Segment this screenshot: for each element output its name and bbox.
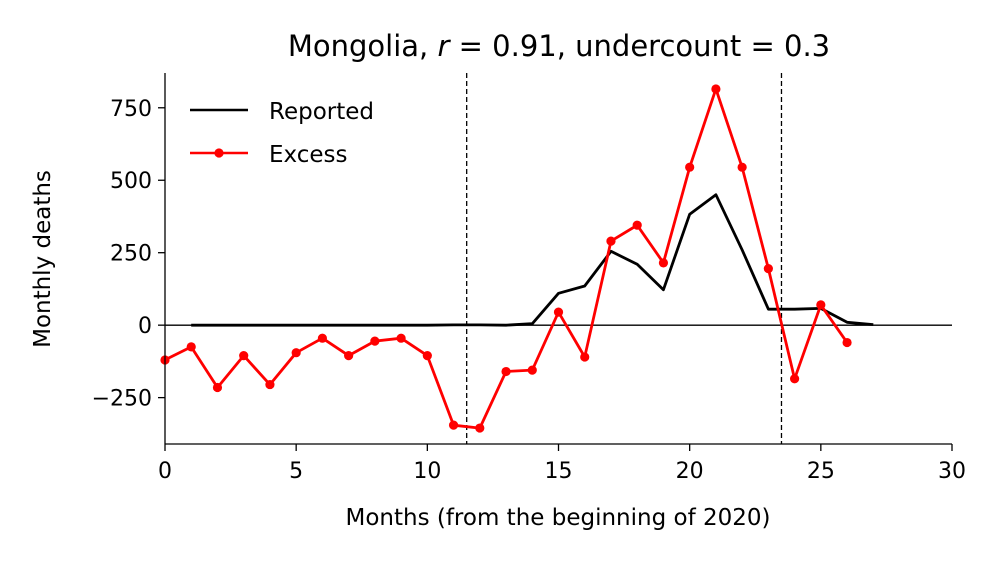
y-axis-label: Monthly deaths [30,170,56,348]
series-excess-point [448,420,459,430]
x-tick-label: 0 [158,459,172,484]
x-tick-label: 30 [938,459,966,484]
series-excess-point [475,423,485,433]
legend-excess-marker [214,148,224,158]
series-excess-point [396,333,406,343]
series-excess-point [632,220,642,230]
x-axis-label: Months (from the beginning of 2020) [345,505,770,531]
legend-reported-label: Reported [269,99,374,125]
chart-title: Mongolia, r = 0.91, undercount = 0.3 [288,29,830,63]
series-excess-point [317,333,327,343]
series-excess-point [265,379,275,390]
series-excess-point [763,264,773,274]
x-tick-label: 5 [289,459,303,484]
series-excess-point [422,350,432,361]
y-tick-label: 750 [110,97,152,122]
series-excess-point [186,342,196,352]
series-excess-point [711,84,721,94]
series-excess-point [212,382,223,393]
series-excess-point [842,337,852,348]
series-excess-point [291,348,301,358]
x-tick-label: 10 [413,459,441,484]
series-excess-point [685,162,695,172]
y-tick-label: 500 [110,169,152,194]
y-tick-label: −250 [92,387,152,412]
x-tick-label: 25 [807,459,835,484]
axes [164,73,952,445]
series-excess-point [501,366,511,377]
y-tick-label: 250 [110,242,152,267]
series-excess-point [790,374,800,384]
ticks: 0 5 10 15 20 25 30 −250 0 250 500 750 [92,97,966,484]
y-tick-label: 0 [138,314,152,339]
series-excess-point [239,350,249,361]
series-excess-point [580,352,590,362]
legend: Reported Excess [190,99,374,168]
series-excess-point [816,300,826,310]
series-excess-point [606,236,616,246]
series-excess-point [370,336,380,346]
legend-excess-label: Excess [269,142,348,168]
series-reported-line [191,193,874,327]
x-tick-label: 20 [676,459,704,484]
x-tick-label: 15 [545,459,573,484]
series-excess-point [737,162,747,172]
series-excess-point [553,307,564,317]
series-excess-point [658,258,669,268]
series-excess-point [344,350,354,361]
series-excess-point [527,365,537,375]
plot-area [160,73,952,444]
